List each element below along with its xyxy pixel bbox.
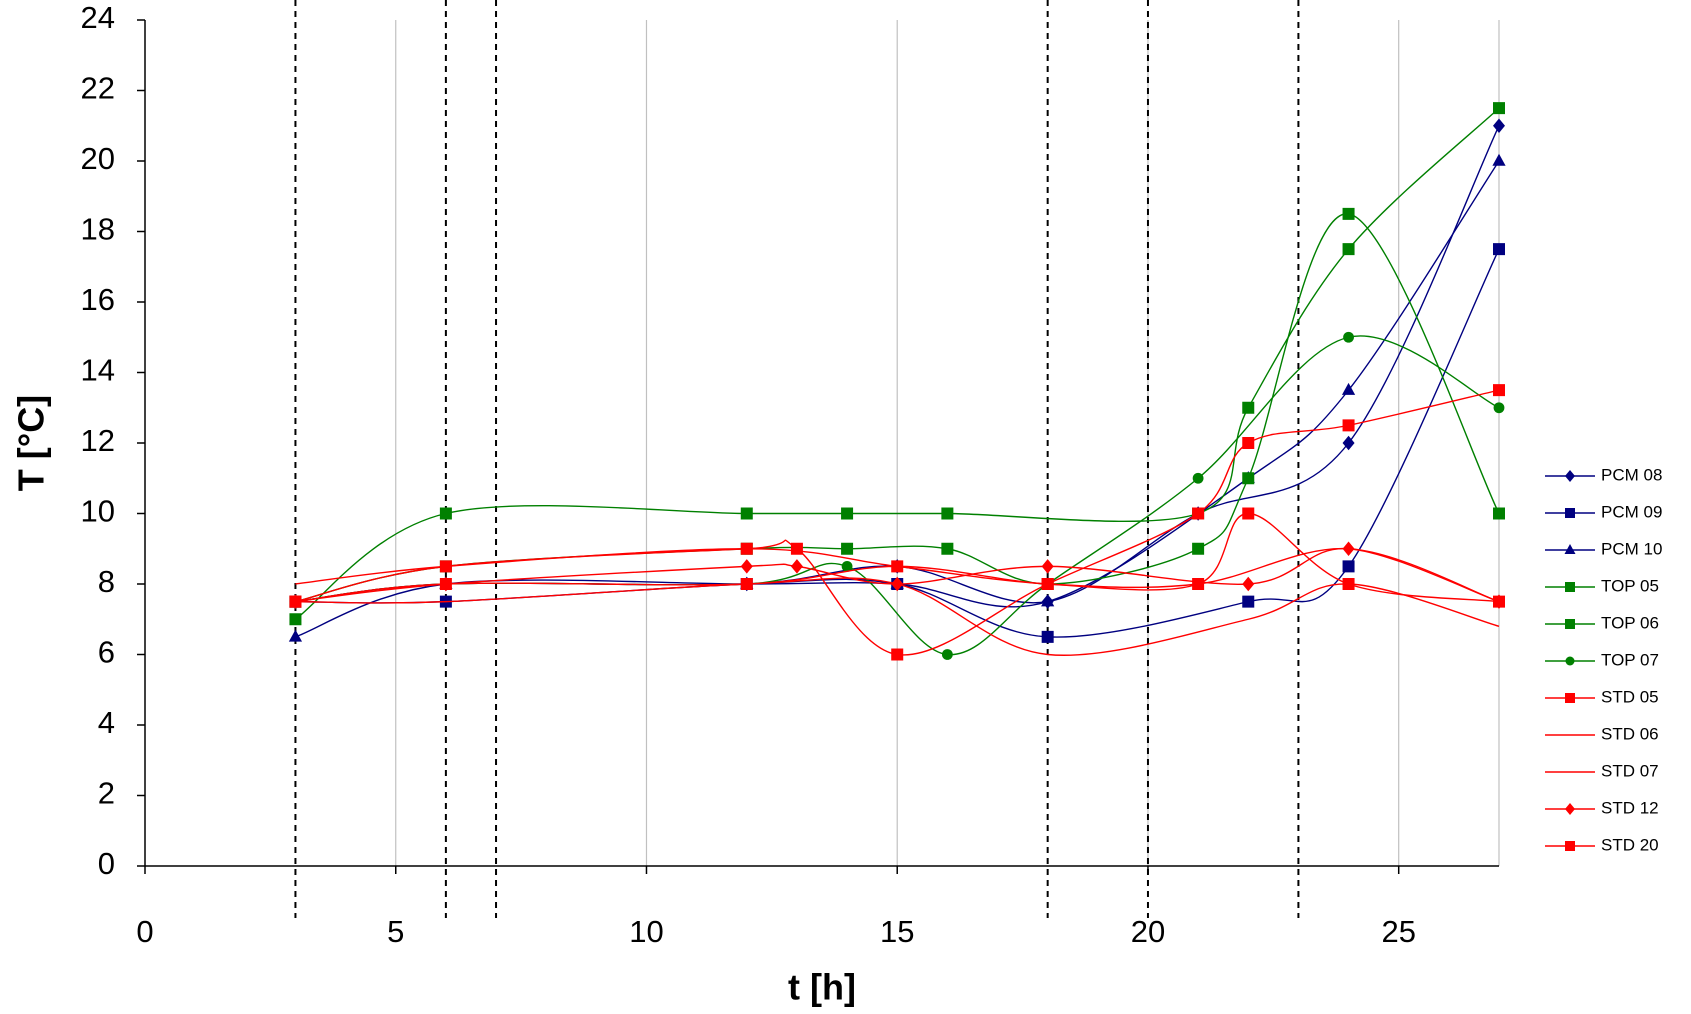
legend-marker xyxy=(1564,544,1576,554)
marker xyxy=(1342,207,1355,220)
marker xyxy=(1192,542,1205,555)
marker xyxy=(1242,595,1255,608)
series-line xyxy=(295,577,1500,656)
legend-marker xyxy=(1565,803,1575,815)
x-tick-label: 20 xyxy=(1131,914,1165,949)
x-axis-label: t [h] xyxy=(788,967,856,1008)
y-tick-label: 12 xyxy=(81,423,115,458)
y-tick-label: 6 xyxy=(98,635,115,670)
y-tick-label: 22 xyxy=(81,71,115,106)
marker xyxy=(1493,402,1505,414)
marker xyxy=(841,542,854,555)
marker xyxy=(841,507,854,520)
marker xyxy=(288,629,303,642)
marker xyxy=(1041,559,1054,574)
legend-text: STD 06 xyxy=(1601,724,1659,743)
y-tick-label: 4 xyxy=(98,705,115,740)
marker xyxy=(1192,472,1204,484)
legend-text: STD 20 xyxy=(1601,835,1659,854)
legend-text: TOP 06 xyxy=(1601,613,1659,632)
marker xyxy=(1342,541,1355,556)
series-line xyxy=(295,547,1500,603)
series-line xyxy=(295,107,1500,620)
marker xyxy=(740,578,753,590)
x-tick-label: 25 xyxy=(1381,914,1415,949)
marker xyxy=(740,507,753,520)
marker xyxy=(941,507,954,520)
marker xyxy=(891,648,904,661)
series-line xyxy=(295,512,1500,603)
marker xyxy=(1493,102,1505,115)
marker xyxy=(1341,382,1356,395)
legend-text: PCM 10 xyxy=(1601,539,1662,558)
legend-marker xyxy=(1565,508,1575,518)
marker xyxy=(790,559,803,574)
marker xyxy=(891,576,904,592)
marker xyxy=(740,559,753,574)
legend-text: STD 12 xyxy=(1601,798,1659,817)
marker xyxy=(1493,507,1505,520)
marker xyxy=(790,542,803,555)
legend-marker xyxy=(1565,582,1575,592)
marker xyxy=(1242,576,1255,592)
y-tick-label: 8 xyxy=(98,564,115,599)
marker xyxy=(1342,560,1355,573)
y-tick-label: 0 xyxy=(98,846,115,881)
marker xyxy=(1493,595,1505,608)
legend-text: PCM 09 xyxy=(1601,502,1662,521)
marker xyxy=(1242,472,1255,485)
x-tick-label: 15 xyxy=(880,914,914,949)
marker xyxy=(1342,578,1355,590)
marker xyxy=(1041,630,1054,643)
marker xyxy=(1192,578,1205,590)
marker xyxy=(1342,419,1355,432)
legend-text: TOP 05 xyxy=(1601,576,1659,595)
marker xyxy=(1492,153,1506,166)
y-axis-label: T [°C] xyxy=(11,395,52,491)
x-tick-label: 5 xyxy=(387,914,404,949)
marker xyxy=(1041,578,1054,590)
marker xyxy=(1493,243,1505,256)
legend-text: PCM 08 xyxy=(1601,465,1662,484)
y-tick-label: 2 xyxy=(98,776,115,811)
marker xyxy=(289,595,302,608)
y-tick-label: 14 xyxy=(81,353,115,388)
marker xyxy=(439,578,452,590)
marker xyxy=(841,560,853,572)
marker xyxy=(439,507,452,520)
y-tick-label: 16 xyxy=(81,282,115,317)
marker xyxy=(1493,118,1505,133)
marker xyxy=(891,560,904,573)
legend-marker xyxy=(1565,470,1575,482)
marker xyxy=(1192,507,1205,520)
legend-marker xyxy=(1565,841,1575,851)
y-tick-label: 18 xyxy=(81,212,115,247)
y-tick-label: 20 xyxy=(81,141,115,176)
marker xyxy=(1342,243,1355,256)
marker xyxy=(1041,594,1055,607)
marker xyxy=(1493,384,1505,397)
legend-marker xyxy=(1565,619,1575,629)
legend-text: STD 07 xyxy=(1601,761,1659,780)
legend-text: TOP 07 xyxy=(1601,650,1659,669)
marker xyxy=(1242,401,1255,414)
marker xyxy=(289,613,302,626)
y-tick-label: 24 xyxy=(81,0,115,35)
marker xyxy=(941,542,954,555)
y-tick-label: 10 xyxy=(81,494,115,529)
marker xyxy=(941,649,953,660)
marker xyxy=(1242,437,1255,449)
marker xyxy=(1343,331,1354,343)
marker xyxy=(1242,507,1255,520)
legend-marker xyxy=(1565,693,1575,703)
x-tick-label: 10 xyxy=(629,914,663,949)
marker xyxy=(1342,435,1355,451)
legend-text: STD 05 xyxy=(1601,687,1659,706)
x-tick-label: 0 xyxy=(136,914,153,949)
legend-marker xyxy=(1565,656,1575,666)
